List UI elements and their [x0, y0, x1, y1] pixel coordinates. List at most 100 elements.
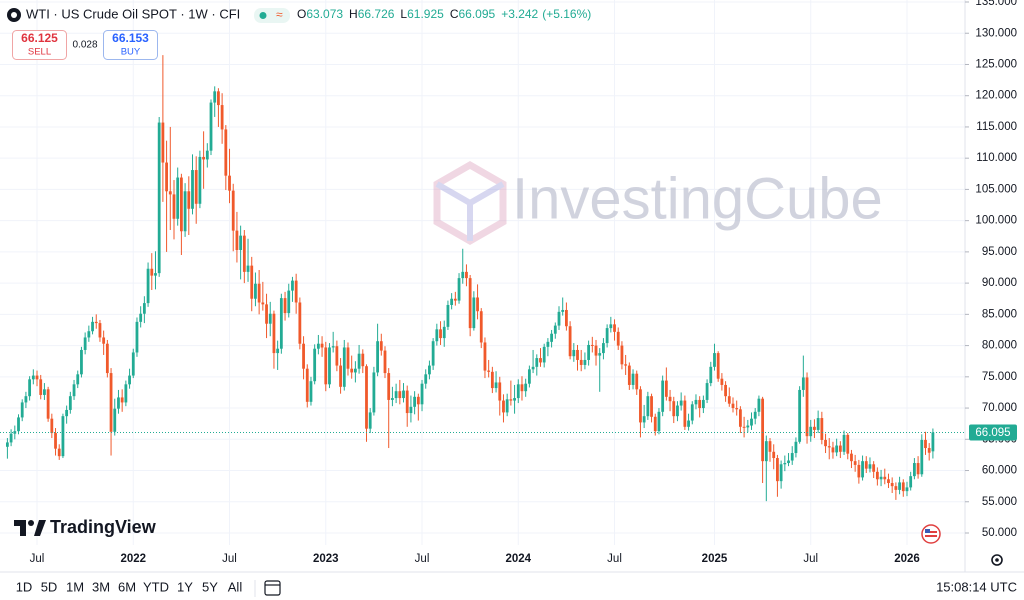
candle-body — [661, 380, 665, 412]
candle-body — [131, 352, 135, 376]
buy-button[interactable] — [103, 30, 158, 60]
range-button[interactable]: All — [228, 579, 243, 594]
candle-body — [431, 341, 435, 366]
candle-body — [120, 397, 124, 403]
candle-body — [113, 408, 117, 432]
candle-body — [102, 337, 106, 344]
candle-body — [683, 400, 687, 427]
range-button[interactable]: 3M — [92, 579, 110, 594]
candle-body — [424, 374, 428, 384]
candle-body — [494, 382, 498, 389]
candle-body — [857, 464, 861, 478]
candle-body — [13, 431, 17, 434]
branding: TradingView — [50, 517, 157, 537]
candle-body — [231, 190, 235, 231]
candle-body — [261, 302, 265, 305]
candle-body — [31, 375, 35, 380]
candle-body — [542, 346, 546, 363]
candle-body — [846, 434, 850, 454]
range-button[interactable]: 1D — [16, 579, 33, 594]
candle-body — [287, 290, 291, 314]
candle-body — [128, 375, 131, 385]
symbol-icon-inner — [11, 12, 17, 18]
candle-body — [731, 403, 735, 409]
candle-body — [94, 321, 98, 324]
candle-body — [657, 411, 661, 432]
y-tick-label: 50.000 — [982, 527, 1017, 539]
candle-body — [602, 343, 605, 354]
candle-body — [242, 235, 246, 272]
candle-body — [642, 416, 646, 423]
candle-body — [502, 400, 505, 413]
candle-body — [894, 486, 898, 490]
range-button[interactable]: 1M — [66, 579, 84, 594]
range-button[interactable]: 5Y — [202, 579, 218, 594]
candle-body — [305, 368, 309, 402]
x-tick-label: 2025 — [702, 553, 728, 565]
candle-body — [868, 464, 872, 469]
data-status-icon: ≈ — [276, 8, 283, 22]
range-button[interactable]: YTD — [143, 579, 169, 594]
candle-body — [694, 399, 698, 405]
candle-body — [531, 366, 535, 370]
candle-body — [842, 434, 846, 452]
status-pill[interactable] — [254, 8, 290, 23]
candle-body — [579, 359, 583, 365]
candle-body — [520, 384, 524, 392]
candle-body — [924, 439, 927, 449]
ohlc-legend: O63.073 H66.726 L61.925 C66.095 +3.242 (+5.16… — [297, 7, 591, 21]
candle-body — [20, 402, 24, 418]
candle-body — [479, 311, 483, 343]
range-button[interactable]: 5D — [41, 579, 58, 594]
date-range-button[interactable] — [264, 580, 281, 596]
candle-body — [283, 298, 287, 314]
candle-body — [590, 344, 594, 346]
watermark-logo — [433, 160, 507, 246]
x-tick-label: Jul — [30, 553, 45, 565]
candle-body — [550, 333, 553, 342]
candle-body — [509, 399, 513, 401]
candle-body — [298, 302, 302, 344]
candle-body — [309, 381, 313, 402]
ohlc-value: 66.095 — [458, 7, 495, 21]
candle-body — [442, 326, 446, 339]
candle-body — [17, 417, 20, 432]
candle-body — [320, 343, 324, 348]
candle-body — [342, 347, 346, 387]
candle-body — [572, 349, 576, 357]
candle-body — [346, 347, 350, 369]
candle-body — [98, 323, 102, 338]
logo-mark — [14, 520, 26, 536]
candle-body — [546, 341, 550, 347]
candle-body — [35, 375, 39, 380]
x-tick-label: Jul — [415, 553, 430, 565]
range-button[interactable]: 1Y — [177, 579, 193, 594]
candle-body — [916, 463, 920, 475]
candle-body — [353, 368, 357, 373]
candle-body — [391, 398, 394, 400]
candle-body — [453, 298, 457, 301]
y-tick-label: 100.000 — [975, 215, 1017, 227]
candle-body — [879, 476, 883, 480]
y-tick-label: 55.000 — [982, 496, 1017, 508]
candle-body — [65, 409, 69, 417]
candle-body — [909, 476, 913, 488]
sell-button[interactable] — [12, 30, 67, 60]
range-button[interactable]: 6M — [118, 579, 136, 594]
candle-body — [76, 374, 80, 385]
candle-body — [513, 398, 516, 401]
candle-body — [272, 313, 276, 354]
candle-body — [639, 389, 642, 423]
settings-button[interactable] — [991, 554, 1003, 566]
candle-body — [516, 384, 520, 399]
candle-body — [646, 396, 650, 417]
candle-body — [890, 483, 894, 487]
candle-body — [157, 122, 161, 274]
candle-body — [361, 353, 365, 367]
x-tick-label: Jul — [607, 553, 622, 565]
candle-body — [724, 384, 727, 397]
candle-body — [428, 365, 431, 375]
candle-body — [124, 384, 128, 403]
candle-body — [476, 297, 479, 312]
